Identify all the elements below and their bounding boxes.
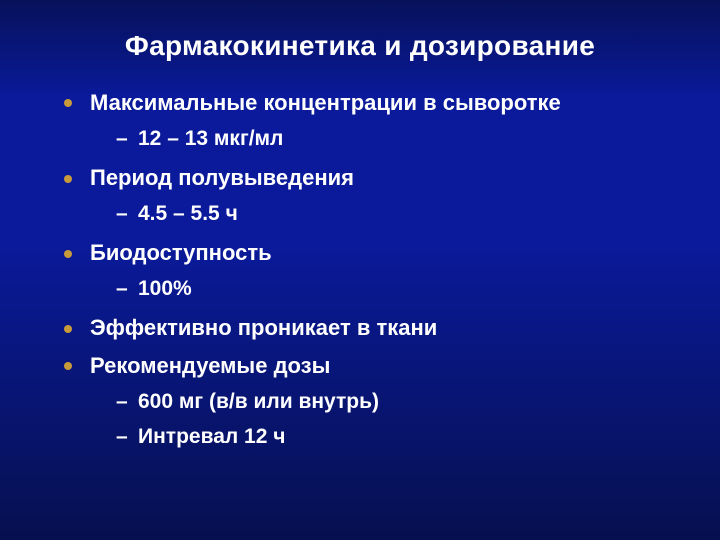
sub-list-item: 100% xyxy=(116,274,670,303)
sub-list: 600 мг (в/в или внутрь) Интревал 12 ч xyxy=(90,387,670,452)
sub-list-item: 12 – 13 мкг/мл xyxy=(116,124,670,153)
list-item: Эффективно проникает в ткани xyxy=(64,313,670,343)
list-item-label: Максимальные концентрации в сыворотке xyxy=(90,90,561,115)
sub-list: 12 – 13 мкг/мл xyxy=(90,124,670,153)
bullet-list: Максимальные концентрации в сыворотке 12… xyxy=(50,88,670,451)
sub-list-item: Интревал 12 ч xyxy=(116,422,670,451)
list-item: Максимальные концентрации в сыворотке 12… xyxy=(64,88,670,153)
list-item-label: Рекомендуемые дозы xyxy=(90,353,330,378)
list-item-label: Биодоступность xyxy=(90,240,272,265)
list-item: Биодоступность 100% xyxy=(64,238,670,303)
list-item: Рекомендуемые дозы 600 мг (в/в или внутр… xyxy=(64,351,670,451)
list-item-label: Эффективно проникает в ткани xyxy=(90,315,437,340)
sub-list-item: 600 мг (в/в или внутрь) xyxy=(116,387,670,416)
sub-list: 4.5 – 5.5 ч xyxy=(90,199,670,228)
slide-title: Фармакокинетика и дозирование xyxy=(50,30,670,62)
sub-list-item: 4.5 – 5.5 ч xyxy=(116,199,670,228)
list-item-label: Период полувыведения xyxy=(90,165,354,190)
list-item: Период полувыведения 4.5 – 5.5 ч xyxy=(64,163,670,228)
sub-list: 100% xyxy=(90,274,670,303)
slide: Фармакокинетика и дозирование Максимальн… xyxy=(0,0,720,540)
